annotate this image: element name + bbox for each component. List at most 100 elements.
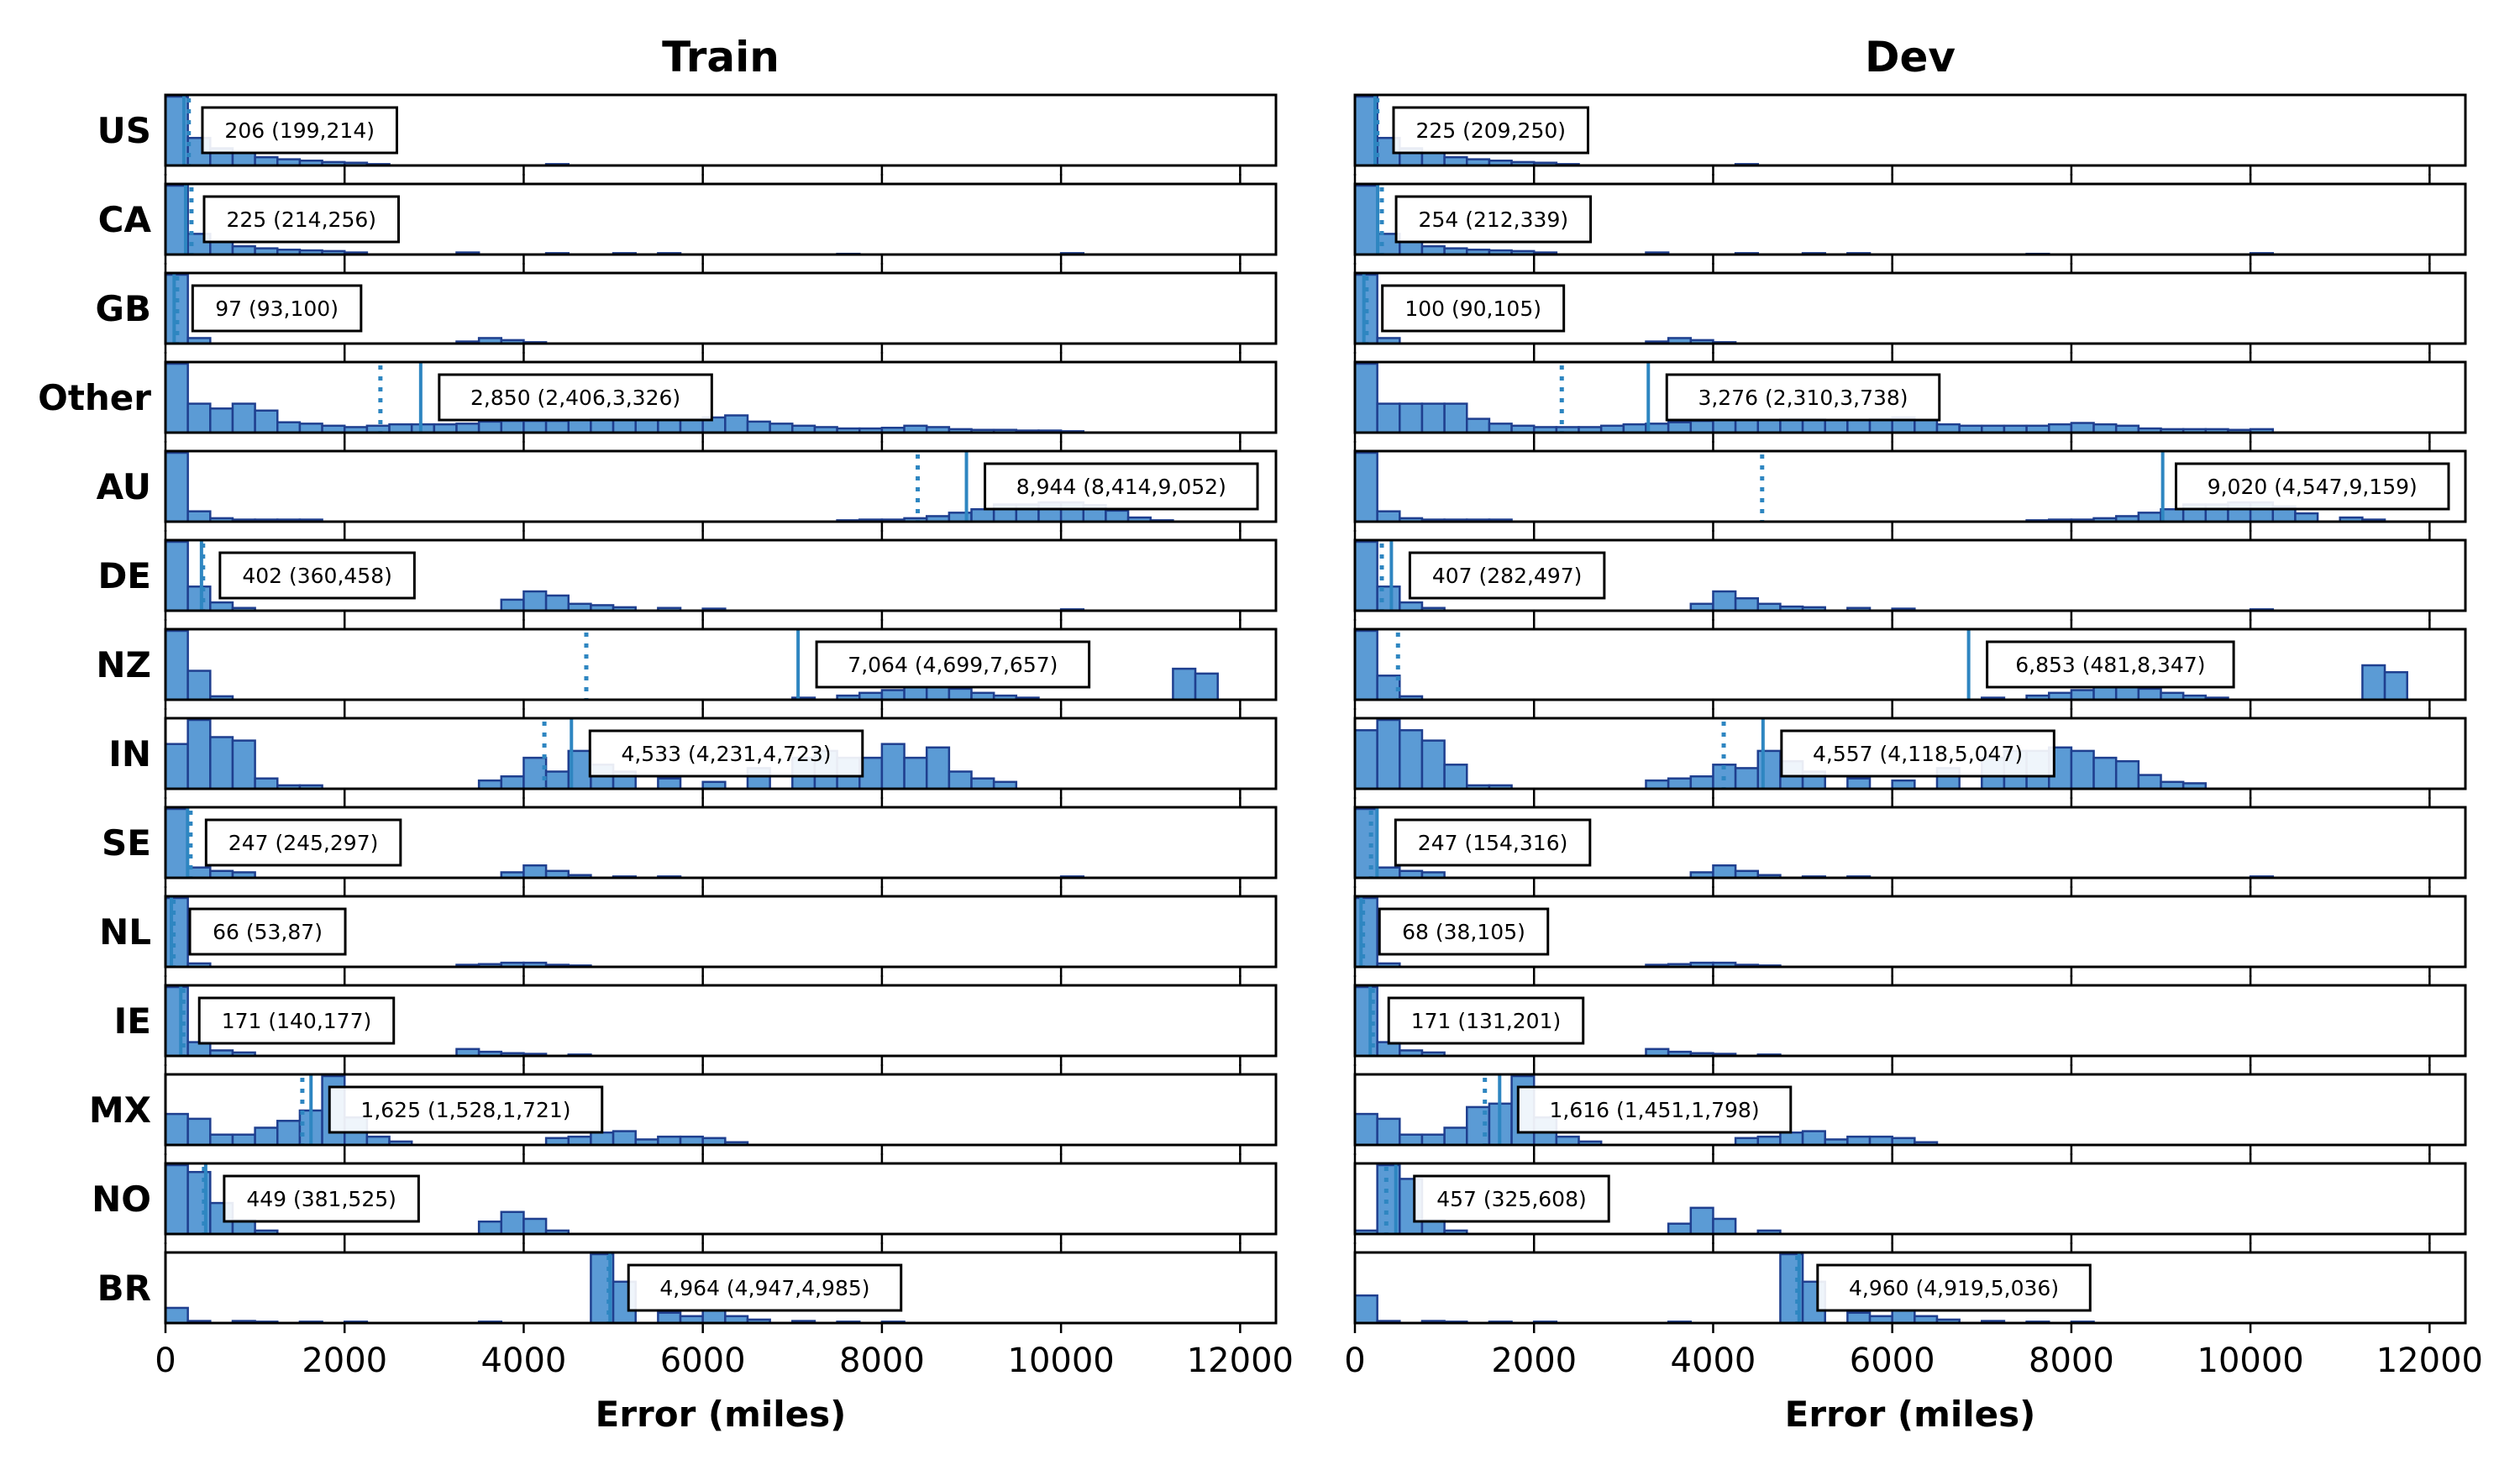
hist-bar — [1488, 423, 1513, 434]
hist-bar — [1689, 419, 1714, 434]
hist-bar — [1667, 1222, 1693, 1236]
hist-bar — [500, 775, 525, 790]
hist-bar — [2070, 689, 2095, 701]
annotation-box — [1394, 818, 1592, 867]
hist-bar — [164, 1163, 189, 1236]
hist-bar — [1353, 1112, 1378, 1147]
hist-bar — [186, 510, 212, 523]
panel-title-dev: Dev — [1865, 33, 1956, 81]
annotation-text: 3,276 (2,310,3,738) — [1698, 386, 1908, 410]
hist-bar — [2070, 422, 2095, 434]
hist-bar — [1689, 775, 1714, 790]
hist-bar — [164, 540, 189, 612]
hist-bar — [657, 777, 682, 790]
annotation-text: 100 (90,105) — [1404, 297, 1541, 321]
hist-bar — [1420, 402, 1446, 434]
hist-bar — [880, 743, 906, 790]
hist-bar — [701, 1309, 727, 1325]
row-label-mx: MX — [89, 1090, 151, 1131]
annotation-text: 9,020 (4,547,9,159) — [2208, 475, 2418, 499]
hist-bar — [1846, 418, 1872, 434]
hist-bar — [1756, 418, 1782, 434]
hist-bar — [1846, 777, 1872, 790]
hist-bar — [231, 402, 256, 434]
hist-bar — [522, 419, 548, 434]
cell-background — [165, 896, 1276, 967]
hist-bar — [903, 756, 928, 790]
annotation-box — [1780, 729, 2055, 778]
cell-frame — [164, 717, 1278, 790]
row-label-nl: NL — [99, 911, 151, 953]
annotation-box — [1394, 195, 1593, 244]
hist-bar — [567, 418, 592, 434]
cell-frame — [1353, 895, 2467, 969]
hist-bar — [477, 420, 503, 434]
hist-bar — [209, 1133, 234, 1147]
annotation-box — [218, 551, 416, 600]
annotation-box — [188, 907, 347, 956]
annotation-text: 68 (38,105) — [1402, 920, 1525, 944]
hist-bar — [1376, 402, 1401, 434]
annotation-box — [627, 1263, 903, 1312]
hist-bar — [657, 1311, 682, 1325]
panel-title-train: Train — [662, 33, 780, 81]
row-label-us: US — [97, 110, 151, 151]
x-axis-label: Error (miles) — [1785, 1394, 2036, 1435]
annotation-text: 4,533 (4,231,4,723) — [621, 742, 831, 766]
cell-frame — [164, 271, 1278, 345]
annotation-box — [202, 195, 400, 244]
annotation-text: 1,625 (1,528,1,721) — [360, 1098, 570, 1122]
hist-bar — [1353, 540, 1378, 612]
x-tick-label: 6000 — [660, 1342, 746, 1380]
hist-bar — [209, 240, 234, 256]
hist-bar — [1353, 184, 1378, 256]
annotation-text: 2,850 (2,406,3,326) — [470, 386, 680, 410]
annotation-text: 254 (212,339) — [1419, 207, 1569, 232]
hist-bar — [276, 421, 302, 434]
hist-bar — [164, 1112, 189, 1147]
x-tick-label: 10000 — [1008, 1342, 1115, 1380]
row-label-other: Other — [38, 377, 151, 418]
annotation-text: 247 (245,297) — [228, 831, 379, 855]
hist-bar — [1172, 667, 1197, 701]
hist-bar — [500, 419, 525, 434]
hist-bar — [164, 1306, 189, 1325]
row-label-in: IN — [108, 733, 151, 775]
cell-frame — [1353, 627, 2467, 701]
hist-bar — [1194, 672, 1219, 701]
hist-bar — [186, 1117, 212, 1147]
hist-bar — [231, 739, 256, 790]
hist-bar — [164, 629, 189, 701]
hist-bar — [925, 685, 951, 701]
hist-bar — [1443, 764, 1468, 790]
cell-frame — [1353, 449, 2467, 523]
hist-bar — [164, 451, 189, 523]
hist-bar — [2137, 687, 2162, 701]
hist-bar — [612, 1130, 637, 1147]
hist-bar — [455, 423, 480, 434]
hist-bar — [544, 770, 570, 790]
hist-bar — [2114, 685, 2140, 701]
x-tick-label: 0 — [1344, 1342, 1365, 1380]
hist-bar — [1734, 767, 1760, 790]
cell-frame — [164, 895, 1278, 969]
cell-frame — [164, 1251, 1278, 1325]
annotation-text: 4,964 (4,947,4,985) — [659, 1276, 869, 1300]
hist-bar — [477, 1220, 503, 1236]
row-label-gb: GB — [96, 288, 152, 329]
hist-bar — [590, 1131, 615, 1147]
hist-bar — [1376, 718, 1401, 790]
annotation-box — [1408, 551, 1606, 600]
row-label-ie: IE — [114, 1000, 151, 1042]
cell-background — [165, 629, 1276, 700]
annotation-text: 457 (325,608) — [1436, 1187, 1587, 1211]
hist-bar — [1712, 590, 1737, 612]
annotation-box — [1665, 373, 1941, 422]
hist-bar — [2092, 685, 2118, 701]
hist-bar — [1734, 418, 1760, 434]
hist-bar — [231, 1133, 256, 1147]
hist-bar — [948, 687, 973, 701]
x-tick-label: 4000 — [481, 1342, 567, 1380]
annotation-text: 97 (93,100) — [215, 297, 339, 321]
